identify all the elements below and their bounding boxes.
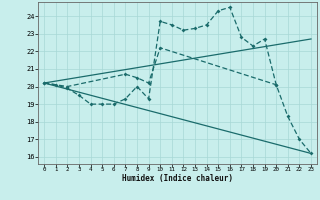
X-axis label: Humidex (Indice chaleur): Humidex (Indice chaleur) <box>122 174 233 183</box>
